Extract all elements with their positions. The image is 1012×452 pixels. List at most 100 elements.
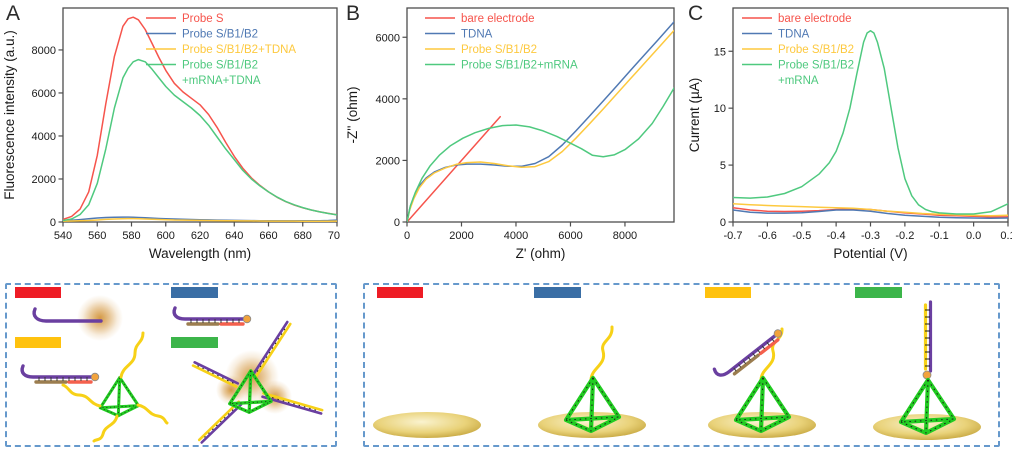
- panel-label-B: B: [346, 2, 361, 25]
- legend-label: +mRNA+TDNA: [182, 75, 261, 87]
- x-axis-label: Z' (ohm): [516, 246, 566, 261]
- swatch-probe-s-b1-b2: [171, 287, 218, 298]
- panel-A: A 540 560 580 600 620 640 660 680 700 0 2000 4000 60…: [0, 0, 346, 270]
- x-tick-label: 4000: [504, 230, 528, 242]
- x-tick-label: -0.7: [724, 230, 743, 242]
- series-bare-electrode: [407, 115, 501, 222]
- arm-yellow-strand: [197, 400, 241, 442]
- legend-label: +mRNA: [778, 75, 819, 87]
- x-tick-label: 600: [157, 230, 175, 242]
- arm-rungs: [266, 395, 318, 412]
- signal-duplex-rungs: [925, 309, 930, 367]
- swatch-probe-s: [15, 287, 61, 298]
- tetrahedron: [98, 376, 140, 418]
- series-probe-s-b1-b2: [407, 29, 674, 222]
- arm-rungs: [203, 405, 238, 439]
- series-probe-s-b1-b2-tdna: [63, 217, 337, 222]
- arm-purple-strand: [252, 320, 289, 376]
- arm-yellow-strand: [255, 322, 292, 378]
- panel-label-C: C: [688, 2, 704, 25]
- scenario-probe-s-alone: [32, 295, 123, 341]
- tdna-tetrahedron: [901, 380, 954, 433]
- chart-svg-C: -0.7 -0.6 -0.5 -0.4 -0.3 -0.2 -0.1 0.0 0.1 0 5 10 15…: [687, 7, 1012, 261]
- solution-scheme-box: [5, 283, 337, 447]
- legend-label: Probe S: [182, 13, 224, 25]
- series-tdna: [733, 209, 1008, 219]
- y-tick-label: 4000: [376, 94, 400, 106]
- arm: [197, 400, 243, 444]
- gold-electrode: [373, 412, 481, 438]
- series-probe-s-b1-b2-mrna: [407, 87, 674, 222]
- x-tick-label: 640: [225, 230, 243, 242]
- x-tick-label: 0: [404, 230, 410, 242]
- x-axis-label: Potential (V): [833, 246, 907, 261]
- x-tick-label: 580: [122, 230, 140, 242]
- y-tick-label: 6000: [376, 32, 400, 44]
- series-group: [733, 30, 1008, 219]
- arm-yellow-strand: [262, 391, 324, 412]
- overhang-strand: [92, 414, 119, 443]
- arm-purple-strand: [261, 395, 323, 415]
- swatch-probe-s-b1-b2: [705, 287, 751, 298]
- chart-row: A 540 560 580 600 620 640 660 680 700 0 2000 4000 60…: [0, 0, 1012, 270]
- y-tick-label: 5: [720, 160, 726, 172]
- quenched-duplex: [20, 364, 101, 384]
- electrode-scheme-box: [363, 283, 1000, 447]
- impedance-chart: 0 2000 4000 6000 8000 0 2000 4000 6000 Z' (ohm) -Z…: [340, 0, 686, 275]
- legend-label: Probe S/B1/B2: [778, 60, 854, 72]
- hybridized-arms: [191, 320, 324, 444]
- arm: [252, 320, 292, 378]
- x-tick-label: 680: [294, 230, 312, 242]
- x-tick-label: 700: [328, 230, 340, 242]
- series-probe-s-b1-b2-mrna: [733, 30, 1008, 215]
- reporter-dot: [922, 370, 932, 380]
- plot-frame: [732, 7, 1009, 223]
- electrode-scheme: [373, 287, 981, 440]
- arm-purple-strand: [193, 361, 240, 385]
- solution-scheme: [15, 287, 324, 444]
- legend-label: Probe S/B1/B2: [461, 44, 537, 56]
- y-tick-label: 4000: [32, 131, 56, 143]
- y-tick-label: 15: [714, 46, 726, 58]
- overhang-strand: [136, 403, 169, 425]
- y-tick-label: 2000: [376, 155, 400, 167]
- legend-label: Probe S/B1/B2+TDNA: [182, 44, 296, 56]
- overhang-strand: [119, 331, 145, 379]
- arm-yellow-strand: [191, 364, 238, 388]
- swatch-probe-s-b1-b2-mrna: [855, 287, 902, 298]
- legend-label: TDNA: [778, 29, 810, 41]
- x-tick-label: 540: [54, 230, 72, 242]
- x-tick-label: 560: [88, 230, 106, 242]
- swatch-tdna: [534, 287, 581, 298]
- x-tick-label: -0.1: [930, 230, 949, 242]
- stage-tdna-on-electrode: [538, 325, 646, 438]
- plot-frame: [406, 7, 675, 223]
- tetrahedron: [736, 378, 789, 431]
- tdna-tetrahedron: [736, 378, 789, 431]
- scenario-quenched-duplex: [172, 306, 253, 326]
- y-tick-label: 10: [714, 103, 726, 115]
- legend-label: TDNA: [461, 29, 493, 41]
- fluorescence-glow: [77, 295, 123, 341]
- y-tick-label: 0: [50, 217, 56, 229]
- swatch-bare-electrode: [377, 287, 423, 298]
- x-axis-label: Wavelength (nm): [149, 246, 251, 261]
- scenario-duplex-plus-tetrahedron: [20, 331, 169, 443]
- stage-probe-duplex-approaching: [708, 320, 816, 438]
- capture-strand: [589, 325, 614, 382]
- chart-svg-A: 540 560 580 600 620 640 660 680 700 0 2000 4000 6000…: [2, 7, 346, 261]
- probe-s-strand: [32, 307, 103, 323]
- series-group: [63, 16, 337, 222]
- series-tdna: [407, 21, 674, 222]
- arm: [261, 391, 324, 415]
- tdna-tetrahedron: [566, 378, 619, 431]
- arm-purple-strand: [200, 402, 243, 444]
- y-tick-label: 0: [394, 217, 400, 229]
- x-tick-label: -0.3: [861, 230, 880, 242]
- capture-overhang-strands: [61, 331, 169, 443]
- series-probe-s-b1-b2-mrna-tdna: [63, 58, 337, 222]
- x-tick-label: 660: [259, 230, 277, 242]
- stage-signal-duplex-bound: [873, 300, 981, 440]
- y-tick-label: 8000: [32, 45, 56, 57]
